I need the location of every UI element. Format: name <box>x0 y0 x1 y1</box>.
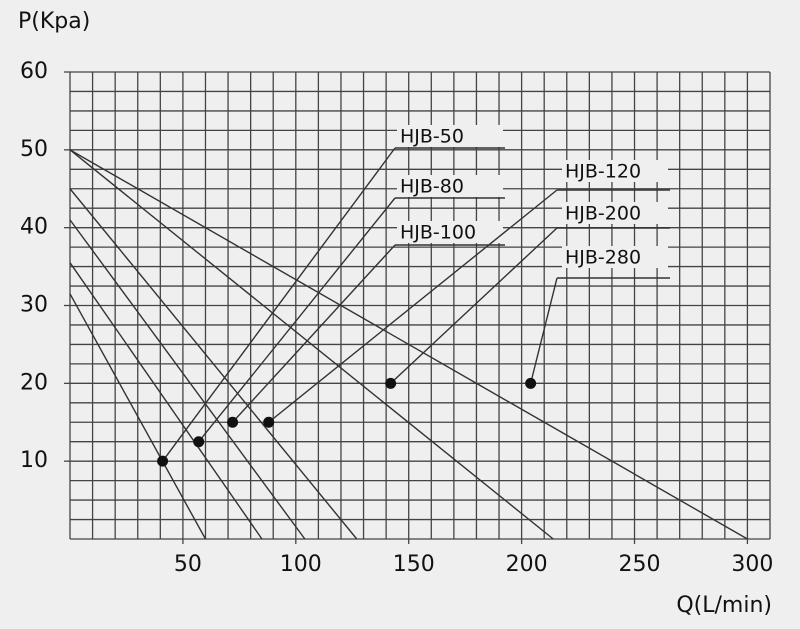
pump-curve <box>69 149 748 540</box>
series-label: HJB-120 <box>565 161 641 183</box>
series-label: HJB-80 <box>400 176 464 198</box>
pump-curve <box>69 219 306 540</box>
operating-point <box>525 377 537 389</box>
operating-point <box>385 377 397 389</box>
series-label: HJB-50 <box>400 126 464 148</box>
operating-point <box>263 416 275 428</box>
label-bg <box>562 202 668 224</box>
leader-line <box>268 189 558 423</box>
x-tick-label: 200 <box>506 552 548 577</box>
leader-line <box>198 197 396 443</box>
x-tick-label: 250 <box>619 552 661 577</box>
leader-line <box>232 244 396 423</box>
y-axis-label: P(Kpa) <box>18 9 90 34</box>
pump-curve <box>69 293 207 540</box>
y-tick-label: 40 <box>20 215 48 240</box>
y-tick-label: 20 <box>20 370 48 395</box>
series-label: HJB-100 <box>400 222 476 244</box>
pump-curve <box>69 188 358 540</box>
x-tick-label: 150 <box>393 552 435 577</box>
x-tick-label: 50 <box>174 552 202 577</box>
operating-point <box>193 436 205 448</box>
label-bg <box>397 125 503 147</box>
operating-point <box>227 416 239 428</box>
x-tick-label: 100 <box>280 552 322 577</box>
y-tick-label: 10 <box>20 448 48 473</box>
series-label: HJB-280 <box>565 247 641 269</box>
y-tick-label: 50 <box>20 137 48 162</box>
leader-line <box>390 227 558 384</box>
pump-curve <box>69 262 263 540</box>
label-bg <box>397 221 503 243</box>
y-tick-label: 30 <box>20 293 48 318</box>
series-label: HJB-200 <box>565 203 641 225</box>
operating-point <box>157 455 169 467</box>
label-bg <box>562 160 668 182</box>
label-bg <box>562 246 668 268</box>
y-tick-label: 60 <box>20 59 48 84</box>
label-bg <box>397 175 503 197</box>
leader-line <box>529 277 558 384</box>
x-axis-label: Q(L/min) <box>676 593 772 618</box>
pump-curve <box>69 149 554 540</box>
leader-line <box>162 147 396 462</box>
x-tick-label: 300 <box>731 552 773 577</box>
